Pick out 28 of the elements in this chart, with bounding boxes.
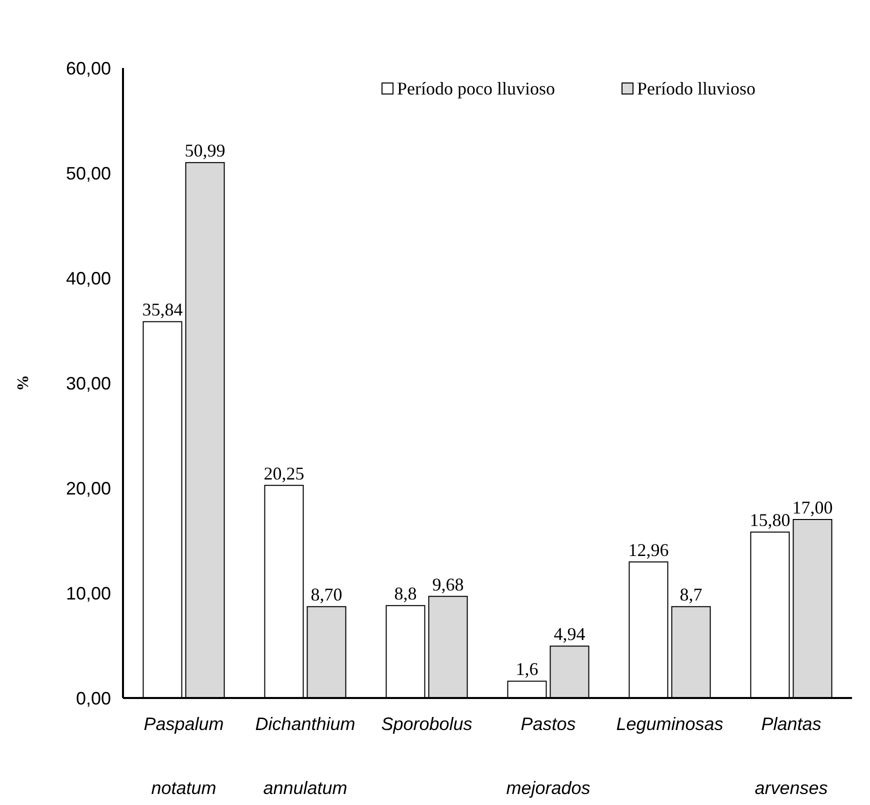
category-label: Plantas arvenses <box>754 714 828 798</box>
y-tick-label: 20,00 <box>66 478 111 498</box>
x-tick-label: Leguminosas <box>616 714 724 734</box>
legend-label: Período poco lluvioso <box>397 78 555 98</box>
data-label: 8,8 <box>394 584 417 604</box>
data-label: 35,84 <box>142 300 183 320</box>
category-label: Dichanthium annulatum <box>255 714 356 798</box>
data-label: 4,94 <box>554 624 586 644</box>
data-label: 8,70 <box>310 584 342 605</box>
x-tick-label: Sporobolus <box>381 714 472 734</box>
data-label: 8,7 <box>680 584 702 605</box>
data-label: 12,96 <box>628 540 669 560</box>
y-tick-label: 50,00 <box>66 163 111 184</box>
legend-label: Período lluvioso <box>637 78 756 98</box>
category-label: Paspalum notatum <box>144 714 224 798</box>
y-tick-label: 10,00 <box>66 583 111 604</box>
data-label: 9,68 <box>432 574 464 594</box>
y-tick-label: 40,00 <box>66 268 111 288</box>
data-label: 50,99 <box>184 140 226 161</box>
y-axis-title: % <box>15 375 32 391</box>
category-label: Pastos mejorados <box>506 714 590 798</box>
data-label: 1,6 <box>516 659 538 680</box>
data-label: 17,00 <box>792 498 833 518</box>
y-tick-label: 30,00 <box>66 373 111 394</box>
y-tick-label: 60,00 <box>66 58 111 78</box>
data-label: 15,80 <box>750 510 790 530</box>
data-label: 20,25 <box>264 463 304 484</box>
y-tick-label: 0,00 <box>76 688 111 708</box>
